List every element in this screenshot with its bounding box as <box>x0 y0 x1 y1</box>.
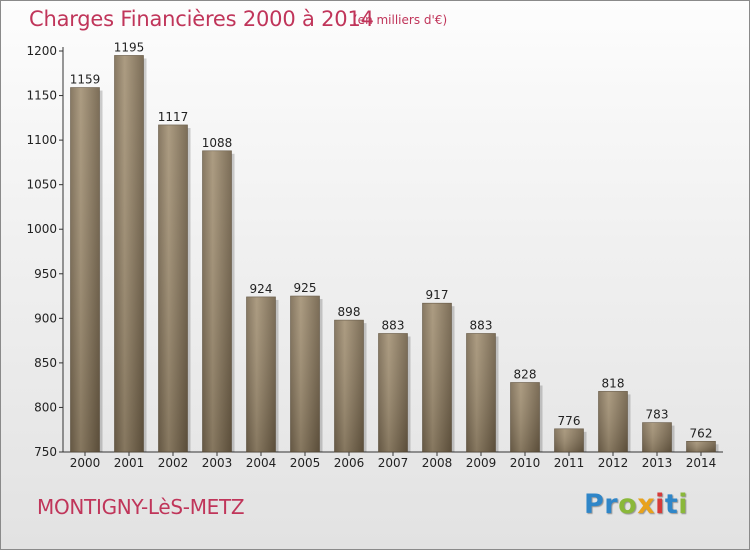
data-label: 783 <box>646 408 669 422</box>
bar-shade <box>554 428 584 452</box>
data-label: 924 <box>250 282 273 296</box>
y-tick-label: 900 <box>34 311 57 325</box>
logo-letter: i <box>678 489 689 520</box>
data-label: 1195 <box>114 40 145 54</box>
data-label: 828 <box>514 367 537 381</box>
chart-axes: 750 800 850 900 950 1000 1050 1100 1150 1200 2000 2… <box>26 44 723 470</box>
x-tick-label: 2005 <box>290 456 321 470</box>
bar-shade <box>334 320 364 452</box>
x-tick-label: 2006 <box>334 456 365 470</box>
y-tick-label: 1200 <box>26 44 57 58</box>
data-label: 1088 <box>202 136 233 150</box>
logo-letter: t <box>664 489 679 520</box>
commune-name: MONTIGNY-LèS-METZ <box>37 495 245 519</box>
y-tick-label: 1150 <box>26 89 57 103</box>
bar-shade <box>246 296 276 452</box>
y-tick-label: 1000 <box>26 222 57 236</box>
x-tick-label: 2014 <box>686 456 717 470</box>
data-label: 776 <box>558 414 581 428</box>
y-tick-label: 1050 <box>26 178 57 192</box>
bar-shade <box>290 296 320 452</box>
data-label: 762 <box>690 426 713 440</box>
bar-shade <box>114 55 144 452</box>
bar-shade <box>642 422 672 452</box>
x-tick-label: 2007 <box>378 456 409 470</box>
x-tick-label: 2012 <box>598 456 629 470</box>
logo-letter: r <box>604 489 619 520</box>
y-tick-label: 950 <box>34 267 57 281</box>
logo-letter: x <box>637 489 656 520</box>
data-label: 883 <box>470 318 493 332</box>
chart-title: Charges Financières 2000 à 2014 <box>29 7 374 31</box>
bar-shade <box>422 303 452 452</box>
bar-shade <box>466 333 496 452</box>
bar-shade <box>202 150 232 452</box>
bar-shade <box>598 391 628 452</box>
y-tick-label: 1100 <box>26 133 57 147</box>
data-label: 1117 <box>158 110 189 124</box>
chart-bars <box>70 55 719 453</box>
x-tick-label: 2013 <box>642 456 673 470</box>
x-tick-label: 2009 <box>466 456 497 470</box>
x-tick-label: 2000 <box>70 456 101 470</box>
chart-subtitle: (en milliers d'€) <box>353 13 448 27</box>
data-label: 917 <box>426 288 449 302</box>
bar-shade <box>70 87 100 452</box>
data-label: 818 <box>602 376 625 390</box>
bar-shade <box>686 441 716 452</box>
x-tick-label: 2011 <box>554 456 585 470</box>
proxiti-logo: Proxiti <box>584 489 688 520</box>
chart-data-labels: 1159 1195 1117 1088 924 925 898 883 917 883 828 776… <box>70 40 713 440</box>
data-label: 883 <box>382 318 405 332</box>
bar-shade <box>158 124 188 452</box>
data-label: 1159 <box>70 73 101 87</box>
data-label: 898 <box>338 305 361 319</box>
y-tick-label: 850 <box>34 356 57 370</box>
bar-shade <box>378 333 408 452</box>
x-tick-label: 2003 <box>202 456 233 470</box>
logo-letter: o <box>618 489 638 520</box>
x-tick-label: 2008 <box>422 456 453 470</box>
logo-letter: i <box>655 489 665 520</box>
bar-shade <box>510 382 540 452</box>
y-tick-label: 800 <box>34 400 57 414</box>
y-tick-label: 750 <box>34 445 57 459</box>
x-tick-label: 2010 <box>510 456 541 470</box>
x-tick-label: 2002 <box>158 456 189 470</box>
logo-letter: P <box>584 489 605 520</box>
x-tick-label: 2004 <box>246 456 277 470</box>
x-tick-label: 2001 <box>114 456 145 470</box>
data-label: 925 <box>294 281 317 295</box>
